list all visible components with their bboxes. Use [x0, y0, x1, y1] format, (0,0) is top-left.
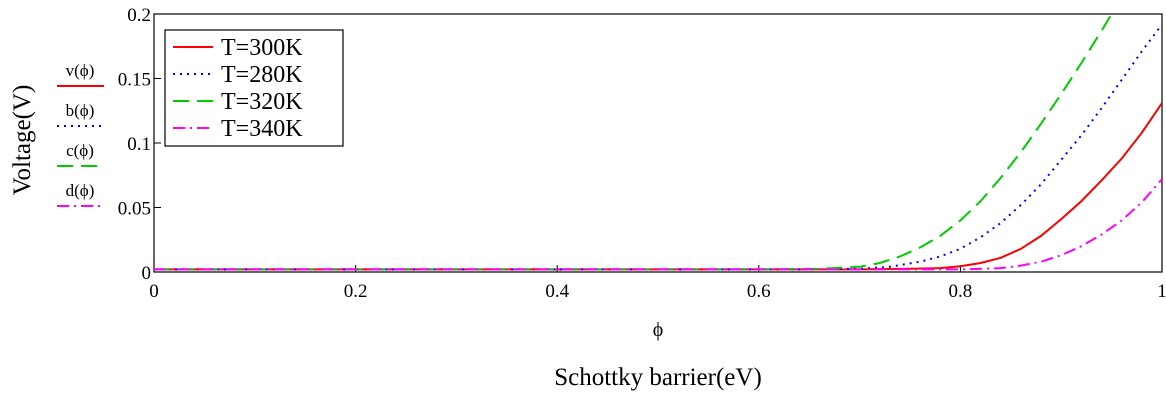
plot-area: [153, 13, 1163, 273]
y-variable-labels: v(ϕ) b(ϕ) c(ϕ) d(ϕ): [57, 61, 104, 207]
y-tick-label: 0.05: [118, 199, 151, 220]
legend-entry: T=340K: [221, 116, 303, 142]
y-tick-label: 0: [142, 263, 152, 284]
variable-label: v(ϕ): [66, 61, 95, 80]
legend-box: [164, 29, 344, 147]
legend-entry: T=280K: [221, 62, 303, 88]
series-lines: [154, 13, 1162, 271]
x-variable-label: ϕ: [653, 319, 664, 341]
x-tick-label: 0: [149, 281, 159, 302]
x-tick-label: 1: [1157, 281, 1166, 302]
variable-label: b(ϕ): [66, 101, 95, 120]
variable-label: c(ϕ): [66, 141, 94, 160]
y-axis-label: Voltage(V): [9, 85, 36, 196]
x-tick-label: 0.2: [344, 281, 368, 302]
series-line-4: [154, 178, 1162, 271]
x-tick-label: 0.4: [545, 281, 569, 302]
x-tick-label: 0.8: [949, 281, 973, 302]
legend-entry: T=320K: [221, 89, 303, 115]
series-line-1: [154, 102, 1162, 271]
series-line-3: [154, 13, 1113, 271]
y-tick-label: 0.15: [118, 70, 151, 91]
y-tick-label: 0.2: [127, 5, 151, 26]
y-tick-labels: 0 0.05 0.1 0.15 0.2: [118, 5, 151, 284]
x-tick-label: 0.6: [747, 281, 771, 302]
variable-label: d(ϕ): [66, 181, 95, 200]
y-tick-label: 0.1: [127, 134, 151, 155]
legend-entry: T=300K: [221, 35, 303, 61]
x-axis-label: Schottky barrier(eV): [554, 364, 762, 391]
x-tick-labels: 0 0.2 0.4 0.6 0.8 1: [149, 281, 1166, 302]
